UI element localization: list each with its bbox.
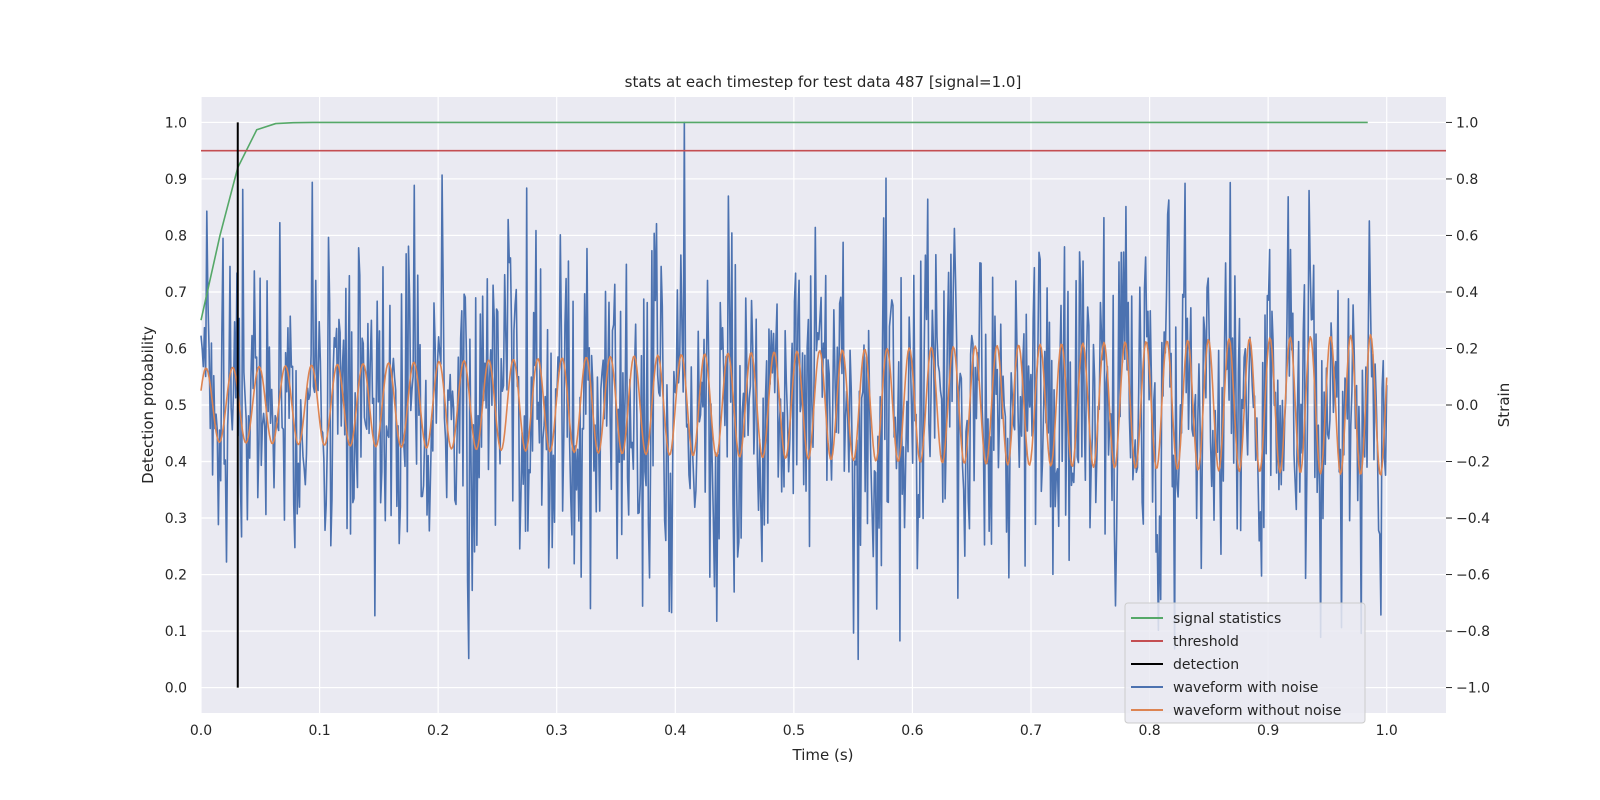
legend: signal statistics threshold detection wavef…: [1124, 602, 1366, 724]
y-tick-label-left: 0.0: [165, 681, 187, 697]
x-tick-label: 0.9: [1257, 723, 1279, 739]
y-tick-label-right: 0.4: [1456, 285, 1478, 301]
legend-entry-label: detection: [1173, 657, 1239, 673]
y-tick-label-right: −0.8: [1456, 624, 1490, 640]
y-tick-label-right: 0.8: [1456, 172, 1478, 188]
y-tick-label-left: 0.6: [165, 341, 187, 357]
legend-entry-label: waveform with noise: [1173, 680, 1318, 696]
x-tick-label: 0.0: [190, 723, 212, 739]
legend-entry-label: waveform without noise: [1173, 703, 1341, 719]
y-tick-label-left: 0.1: [165, 624, 187, 640]
x-tick-label: 1.0: [1376, 723, 1398, 739]
legend-entry-label: threshold: [1173, 634, 1239, 650]
y-tick-label-left: 0.3: [165, 511, 187, 527]
x-tick-label: 0.5: [783, 723, 805, 739]
y-tick-label-right: 0.2: [1456, 341, 1478, 357]
x-tick-label: 0.2: [427, 723, 449, 739]
x-tick-label: 0.7: [1020, 723, 1042, 739]
y-tick-label-left: 0.4: [165, 455, 187, 471]
y-tick-label-left: 1.0: [165, 115, 187, 131]
chart-title: stats at each timestep for test data 487…: [625, 73, 1022, 91]
waveform-without-noise-line: [200, 334, 1388, 476]
y-tick-label-right: −1.0: [1456, 681, 1490, 697]
series-layer: [200, 121, 1446, 688]
legend-entry-label: signal statistics: [1173, 611, 1281, 627]
y-tick-label-left: 0.8: [165, 228, 187, 244]
x-tick-label: 0.1: [308, 723, 330, 739]
x-tick-label: 0.4: [664, 723, 686, 739]
x-tick-label: 0.3: [546, 723, 568, 739]
ticks-layer: 0.0 0.1 0.2 0.3 0.4 0.5 0.6 0.7 0.8 0.9 1.0 0.0 0.1 0…: [165, 115, 1490, 739]
x-tick-label: 0.6: [901, 723, 923, 739]
y-tick-label-left: 0.7: [165, 285, 187, 301]
y-tick-label-left: 0.2: [165, 568, 187, 584]
y-tick-label-right: −0.4: [1456, 511, 1490, 527]
y-axis-label-right: Strain: [1495, 383, 1513, 427]
x-tick-label: 0.8: [1138, 723, 1160, 739]
signal-statistics-line: [200, 121, 1368, 321]
y-tick-label-right: 1.0: [1456, 115, 1478, 131]
y-tick-label-right: −0.2: [1456, 455, 1490, 471]
y-tick-label-left: 0.5: [165, 398, 187, 414]
y-tick-label-right: −0.6: [1456, 568, 1490, 584]
y-axis-label-left: Detection probability: [139, 326, 157, 484]
y-tick-label-left: 0.9: [165, 172, 187, 188]
waveform-with-noise-line: [200, 121, 1388, 661]
x-axis-label: Time (s): [792, 746, 854, 764]
y-tick-label-right: 0.6: [1456, 228, 1478, 244]
legend-box: [1124, 602, 1366, 724]
y-tick-label-right: 0.0: [1456, 398, 1478, 414]
